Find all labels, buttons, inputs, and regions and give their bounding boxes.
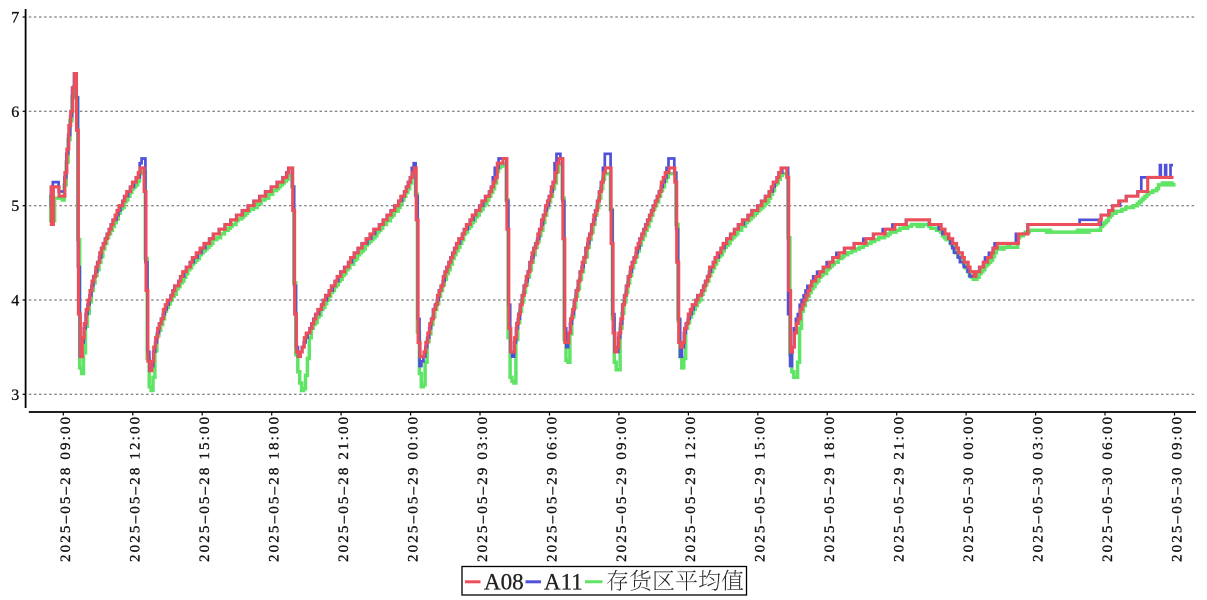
svg-text:2025–05–29 15:00: 2025–05–29 15:00 xyxy=(753,415,769,562)
svg-text:7: 7 xyxy=(11,10,19,27)
svg-text:2025–05–30 03:00: 2025–05–30 03:00 xyxy=(1031,415,1047,562)
svg-text:A08: A08 xyxy=(484,570,524,595)
svg-text:2025–05–29 12:00: 2025–05–29 12:00 xyxy=(683,415,699,562)
svg-text:2025–05–28 12:00: 2025–05–28 12:00 xyxy=(128,415,144,562)
svg-text:4: 4 xyxy=(11,293,19,310)
svg-text:2025–05–30 00:00: 2025–05–30 00:00 xyxy=(961,415,977,562)
svg-text:2025–05–30 06:00: 2025–05–30 06:00 xyxy=(1100,415,1116,562)
svg-text:2025–05–29 21:00: 2025–05–29 21:00 xyxy=(892,415,908,562)
svg-text:2025–05–30 09:00: 2025–05–30 09:00 xyxy=(1169,415,1185,562)
svg-text:3: 3 xyxy=(11,387,19,404)
svg-text:2025–05–29 09:00: 2025–05–29 09:00 xyxy=(614,415,630,562)
svg-text:5: 5 xyxy=(11,198,19,215)
svg-text:2025–05–29 06:00: 2025–05–29 06:00 xyxy=(544,415,560,562)
svg-text:2025–05–29 03:00: 2025–05–29 03:00 xyxy=(475,415,491,562)
svg-text:2025–05–28 21:00: 2025–05–28 21:00 xyxy=(336,415,352,562)
svg-text:2025–05–29 00:00: 2025–05–29 00:00 xyxy=(405,415,421,562)
svg-text:2025–05–28 18:00: 2025–05–28 18:00 xyxy=(267,415,283,562)
svg-text:6: 6 xyxy=(11,104,19,121)
svg-text:2025–05–28 15:00: 2025–05–28 15:00 xyxy=(197,415,213,562)
svg-text:A11: A11 xyxy=(544,570,583,595)
svg-text:2025–05–29 18:00: 2025–05–29 18:00 xyxy=(822,415,838,562)
svg-text:2025–05–28 09:00: 2025–05–28 09:00 xyxy=(58,415,74,562)
